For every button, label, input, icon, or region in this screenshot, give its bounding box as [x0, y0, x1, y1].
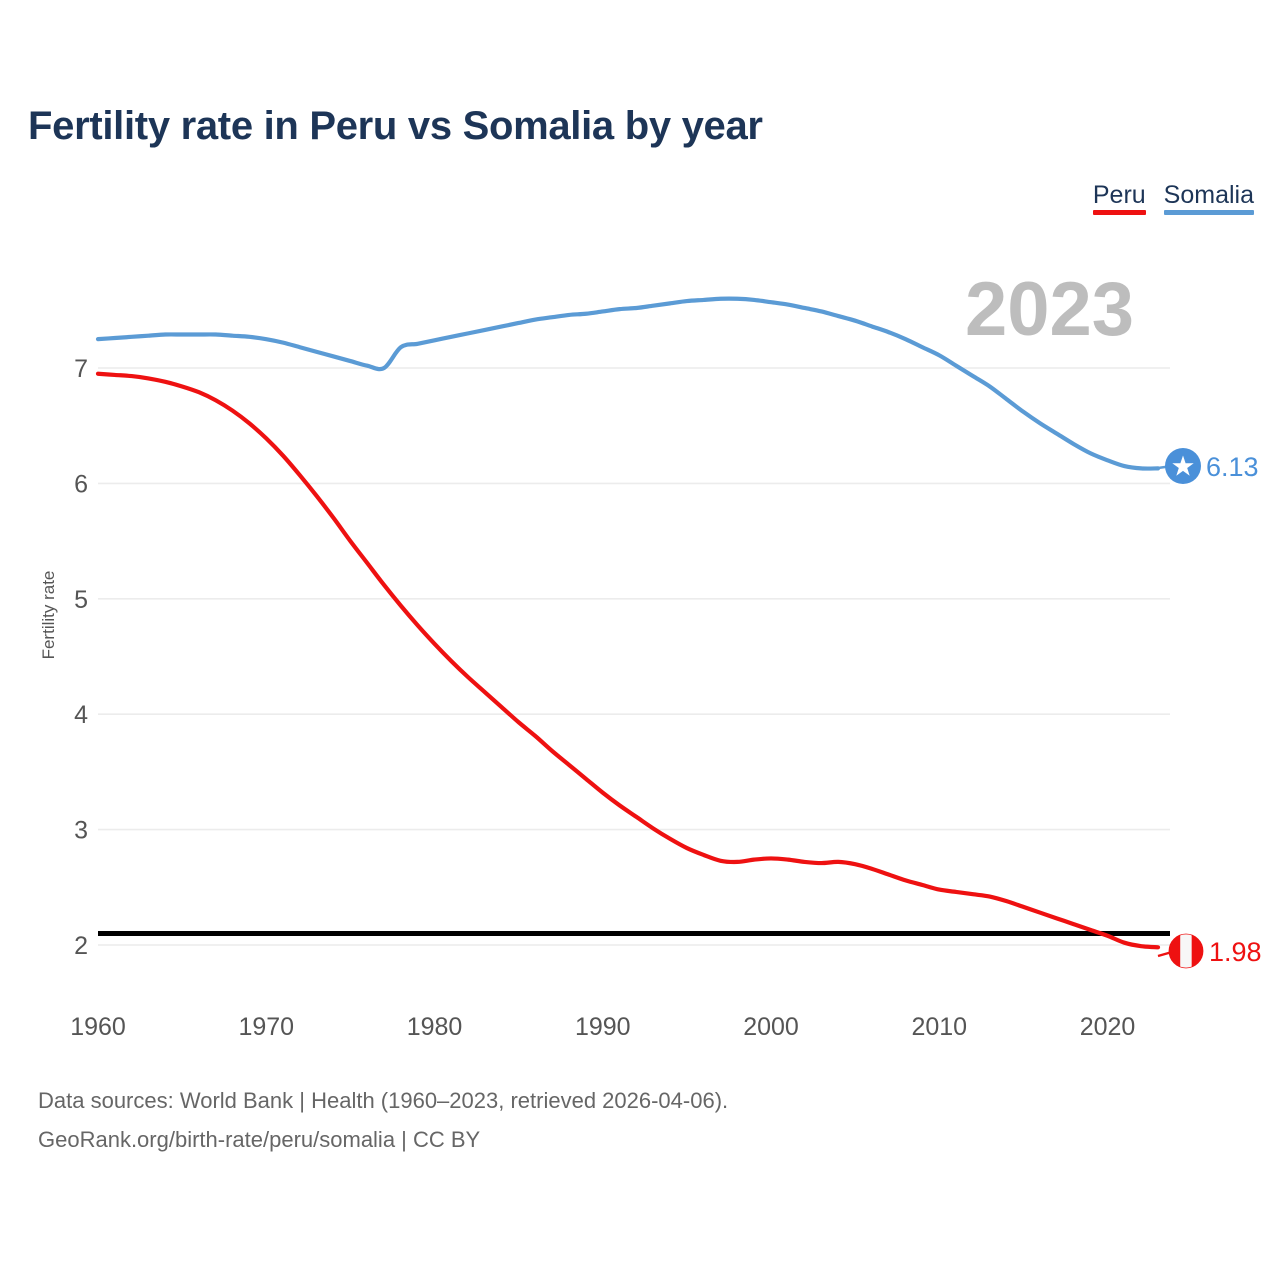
end-label-peru: 1.98 — [1209, 937, 1262, 967]
y-tick-label-3: 3 — [74, 817, 88, 845]
y-tick-label-2: 2 — [74, 932, 88, 960]
legend-swatch-peru — [1092, 210, 1146, 216]
legend-label-peru: Peru — [1092, 181, 1146, 209]
footer: Data sources: World Bank | Health (1960–… — [38, 1082, 728, 1159]
y-axis-title: Fertility rate — [39, 571, 58, 660]
x-tick-label-1960: 1960 — [70, 1013, 126, 1041]
y-tick-label-7: 7 — [74, 355, 88, 383]
x-tick-label-1980: 1980 — [407, 1013, 463, 1041]
legend-item-peru[interactable]: Peru — [1092, 181, 1146, 216]
legend-swatch-somalia — [1163, 210, 1254, 216]
x-tick-label-2000: 2000 — [743, 1013, 799, 1041]
series-line-peru — [95, 371, 1161, 950]
page-title: Fertility rate in Peru vs Somalia by yea… — [28, 104, 763, 148]
y-axis-ticks: 2 3 4 5 6 7 — [74, 355, 88, 960]
legend-label-somalia: Somalia — [1163, 181, 1254, 209]
year-watermark: 2023 — [965, 267, 1135, 352]
x-tick-label-2010: 2010 — [911, 1013, 967, 1041]
y-tick-label-6: 6 — [74, 470, 88, 498]
legend: Peru Somalia — [1092, 181, 1254, 216]
peru-flag-circle — [1168, 933, 1204, 969]
footer-attribution: GeoRank.org/birth-rate/peru/somalia | CC… — [38, 1126, 481, 1152]
x-axis-ticks: 1960 1970 1980 1990 2000 2010 2020 — [70, 1013, 1135, 1041]
x-tick-label-1990: 1990 — [575, 1013, 631, 1041]
footer-data-sources: Data sources: World Bank | Health (1960–… — [38, 1088, 729, 1113]
x-tick-label-1970: 1970 — [238, 1013, 294, 1041]
series-line-somalia — [95, 296, 1161, 471]
somalia-flag-circle — [1165, 448, 1201, 484]
end-label-somalia: 6.13 — [1206, 452, 1259, 482]
y-tick-label-5: 5 — [74, 586, 88, 614]
y-tick-label-4: 4 — [74, 701, 88, 729]
legend-item-somalia[interactable]: Somalia — [1163, 181, 1254, 216]
x-tick-label-2020: 2020 — [1080, 1013, 1136, 1041]
gridlines — [98, 367, 1170, 946]
